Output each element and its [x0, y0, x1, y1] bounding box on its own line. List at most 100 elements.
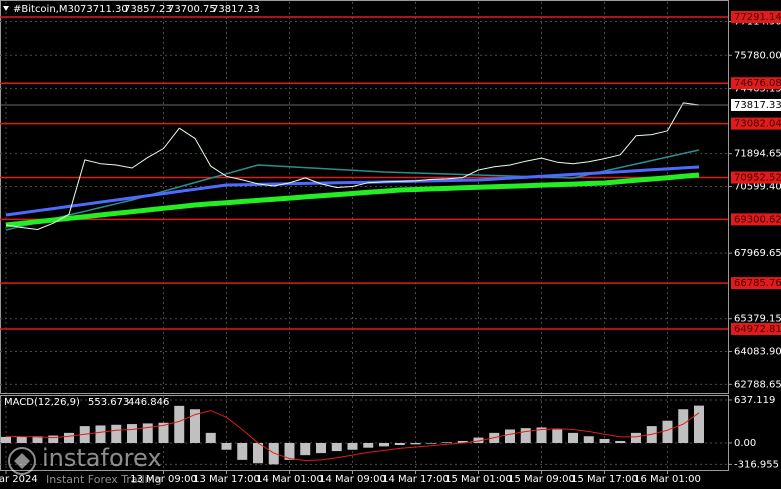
y-tick-label: 67969.65 [734, 248, 781, 259]
macd-bar [316, 442, 326, 454]
macd-bar [662, 420, 673, 443]
series-line [5, 149, 700, 231]
macd-bar [505, 429, 515, 443]
low: 73700.75 [168, 4, 216, 15]
brand: instaforex [42, 444, 162, 472]
macd-bar [64, 432, 74, 443]
macd-bar [237, 442, 248, 460]
macd-bar [520, 428, 531, 443]
x-tick-label: 14 Mar 01:00 [256, 474, 323, 485]
x-tick-label: 15 Mar 09:00 [508, 474, 575, 485]
macd-bar [394, 442, 405, 446]
macd-bar [32, 436, 43, 443]
macd-bar [694, 405, 704, 443]
symbol: #Bitcoin,M30 [13, 4, 80, 15]
level-label: 66785.76 [734, 278, 781, 289]
y-tick-label: 71894.65 [734, 149, 781, 160]
tagline: Instant Forex Trading [46, 473, 162, 486]
high: 73857.23 [124, 4, 172, 15]
collapse-icon [3, 6, 9, 11]
macd-bar [190, 409, 200, 443]
x-tick-label: 14 Mar 17:00 [382, 474, 449, 485]
level-label-box [731, 10, 781, 23]
close: 73817.33 [212, 4, 260, 15]
x-tick-label: 14 Mar 09:00 [319, 474, 386, 485]
macd-bar [678, 409, 689, 443]
macd-bar [552, 429, 563, 443]
macd-bar [205, 432, 216, 443]
macd-bar [426, 442, 437, 444]
series-line [5, 165, 700, 217]
macd-title: MACD(12,26,9) [4, 397, 80, 408]
macd-bar [16, 436, 27, 443]
signal-value: 446.846 [128, 397, 169, 408]
macd-bar [253, 442, 263, 464]
macd-bar [1, 436, 11, 443]
macd-bar [615, 440, 626, 443]
level-label: 64972.81 [734, 324, 781, 335]
macd-bar [457, 440, 468, 443]
x-tick-label: 16 Mar 01:00 [634, 474, 701, 485]
level-label: 77291.14 [734, 12, 781, 23]
price-label: 73817.33 [734, 100, 781, 111]
macd-bar [363, 442, 374, 448]
macd-bar [536, 427, 547, 443]
macd-bar [331, 442, 342, 452]
x-tick-label: 15 Mar 01:00 [445, 474, 512, 485]
macd-bar [48, 435, 59, 443]
macd-value: 553.673 [88, 397, 129, 408]
header: #Bitcoin,M30 73711.30 73857.23 73700.75 … [3, 4, 260, 15]
macd-bar [221, 442, 232, 450]
macd-bar [284, 442, 295, 460]
y-tick-label: 65379.15 [734, 314, 781, 325]
macd-bar [473, 437, 484, 443]
x-tick-label: 12 Mar 2024 [0, 474, 38, 485]
level-label-box [731, 171, 781, 184]
watermark: instaforex Instant Forex Trading [8, 444, 162, 486]
series-line [5, 102, 700, 230]
logo-icon [8, 447, 36, 475]
logo-mark [14, 453, 30, 469]
level-label: 74676.08 [734, 78, 781, 89]
y-tick-label: 62788.65 [734, 379, 781, 390]
macd-bar [599, 438, 610, 443]
macd-bar [174, 405, 185, 443]
y-tick-label: 70599.40 [734, 181, 781, 192]
level-label-box [731, 213, 781, 226]
macd-bar [583, 436, 594, 443]
level-label: 73082.04 [734, 119, 781, 130]
macd-bar [142, 423, 153, 443]
macd-bar [127, 424, 137, 443]
macd-bar [95, 425, 106, 443]
signal-line [5, 410, 700, 462]
series-line [5, 172, 700, 228]
x-tick-label: 13 Mar 17:00 [193, 474, 260, 485]
level-label: 70952.52 [734, 173, 781, 184]
y-tick-label: 75780.00 [734, 50, 781, 61]
macd-bar [268, 442, 279, 465]
macd-bar [158, 422, 169, 443]
macd-bar [410, 442, 421, 445]
macd-bar [347, 442, 358, 450]
level-label-box [731, 117, 781, 130]
macd-bar [379, 442, 389, 447]
level-label-box [731, 277, 781, 290]
level-label: 69300.62 [734, 214, 781, 225]
macd-bar [300, 442, 311, 456]
macd-bar [442, 442, 452, 443]
panel-frame [0, 395, 729, 471]
panel-frame [0, 0, 729, 394]
y-tick-label: 637.119 [734, 395, 775, 406]
y-tick-label: 0.00 [734, 438, 756, 449]
macd-bar [568, 432, 578, 443]
macd-bar [111, 424, 122, 443]
x-tick-label: 13 Mar 09:00 [130, 474, 197, 485]
level-label-box [731, 323, 781, 336]
level-label-box [731, 77, 781, 90]
y-tick-label: -316.955 [734, 459, 779, 470]
y-tick-label: 64083.90 [734, 347, 781, 358]
open: 73711.30 [80, 4, 128, 15]
x-tick-label: 15 Mar 17:00 [571, 474, 638, 485]
